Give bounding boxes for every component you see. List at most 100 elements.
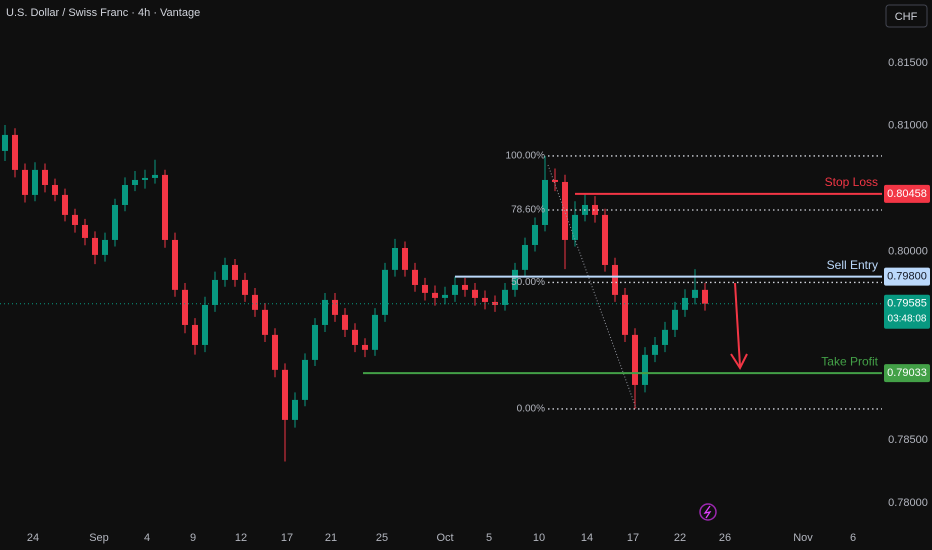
candle-body	[412, 269, 418, 285]
x-tick-label: Sep	[89, 532, 109, 544]
candle-body	[332, 299, 338, 315]
x-tick-label: 4	[144, 532, 150, 544]
x-tick-label: 10	[533, 532, 545, 544]
candle-body	[472, 289, 478, 298]
countdown-label: 03:48:08	[888, 313, 927, 324]
x-tick-label: 17	[281, 532, 293, 544]
candle-body	[92, 237, 98, 255]
candle-body	[232, 264, 238, 280]
y-tick-label: 0.81500	[888, 57, 928, 69]
candle-body	[632, 334, 638, 385]
x-tick-label: 26	[719, 532, 731, 544]
candle-body	[312, 324, 318, 360]
candle-body	[2, 134, 8, 151]
candle-body	[672, 309, 678, 330]
candle-body	[342, 314, 348, 330]
price-tag-label: 0.79033	[887, 367, 927, 379]
candle-body	[162, 174, 168, 240]
y-tick-label: 0.78000	[888, 497, 928, 509]
candle-body	[72, 214, 78, 225]
chart-title: U.S. Dollar / Swiss Franc · 4h · Vantage	[6, 7, 200, 19]
candle-body	[652, 344, 658, 355]
candle-body	[572, 214, 578, 240]
candle-body	[642, 354, 648, 385]
level-name: Stop Loss	[825, 175, 878, 189]
candle-body	[22, 169, 28, 195]
candle-body	[352, 329, 358, 345]
x-tick-label: Oct	[436, 532, 453, 544]
candle-body	[482, 297, 488, 302]
alert-icon[interactable]	[699, 503, 717, 521]
candle-body	[212, 279, 218, 305]
candle-body	[372, 314, 378, 350]
candle-body	[62, 194, 68, 215]
price-tag-label: 0.80458	[887, 188, 927, 200]
candle-body	[702, 289, 708, 304]
candle-body	[132, 179, 138, 185]
candle-body	[522, 244, 528, 270]
y-tick-label: 0.78500	[888, 434, 928, 446]
candle-body	[262, 309, 268, 335]
fib-level-label: 50.00%	[511, 277, 545, 288]
candle-body	[302, 359, 308, 400]
y-tick-label: 0.81000	[888, 120, 928, 132]
x-tick-label: 25	[376, 532, 388, 544]
candle-body	[122, 184, 128, 205]
currency-button-label[interactable]: CHF	[895, 11, 918, 23]
candle-body	[272, 334, 278, 370]
candle-body	[82, 224, 88, 238]
candle-body	[142, 177, 148, 180]
candle-body	[492, 301, 498, 305]
candle-body	[542, 179, 548, 225]
candle-body	[172, 239, 178, 290]
price-tag-label: 0.79800	[887, 271, 927, 283]
x-tick-label: Nov	[793, 532, 813, 544]
x-tick-label: 14	[581, 532, 593, 544]
candle-body	[32, 169, 38, 195]
candle-body	[602, 214, 608, 265]
candle-body	[392, 247, 398, 270]
candle-body	[442, 294, 448, 298]
candle-body	[112, 204, 118, 240]
candle-body	[552, 179, 558, 182]
candle-body	[462, 284, 468, 290]
candle-body	[192, 324, 198, 345]
candle-body	[12, 134, 18, 170]
price-tag	[884, 294, 930, 329]
x-tick-label: 21	[325, 532, 337, 544]
candle-body	[382, 269, 388, 315]
candle-body	[292, 399, 298, 420]
x-tick-label: 24	[27, 532, 39, 544]
price-tag	[884, 267, 930, 286]
candle-body	[182, 289, 188, 325]
candle-body	[512, 269, 518, 290]
fib-level-label: 78.60%	[511, 205, 545, 216]
candle-body	[102, 239, 108, 255]
x-tick-label: 12	[235, 532, 247, 544]
candle-body	[362, 344, 368, 350]
price-tag-label: 0.79585	[887, 298, 927, 310]
candle-body	[242, 279, 248, 295]
x-tick-label: 17	[627, 532, 639, 544]
candle-body	[402, 247, 408, 270]
y-tick-label: 0.80000	[888, 245, 928, 257]
candle-body	[422, 284, 428, 293]
candle-body	[222, 264, 228, 280]
candle-body	[152, 174, 158, 178]
x-tick-label: 5	[486, 532, 492, 544]
candle-body	[502, 289, 508, 305]
fib-level-label: 0.00%	[517, 404, 545, 415]
candle-body	[202, 304, 208, 345]
currency-button[interactable]	[885, 4, 928, 28]
level-name: Sell Entry	[827, 258, 878, 272]
candle-body	[432, 292, 438, 298]
candle-body	[52, 184, 58, 195]
level-name: Take Profit	[821, 354, 878, 368]
candle-body	[322, 299, 328, 325]
candle-body	[612, 264, 618, 295]
candle-body	[42, 169, 48, 185]
x-tick-label: 6	[850, 532, 856, 544]
x-tick-label: 22	[674, 532, 686, 544]
x-tick-label: 9	[190, 532, 196, 544]
candle-body	[592, 204, 598, 215]
